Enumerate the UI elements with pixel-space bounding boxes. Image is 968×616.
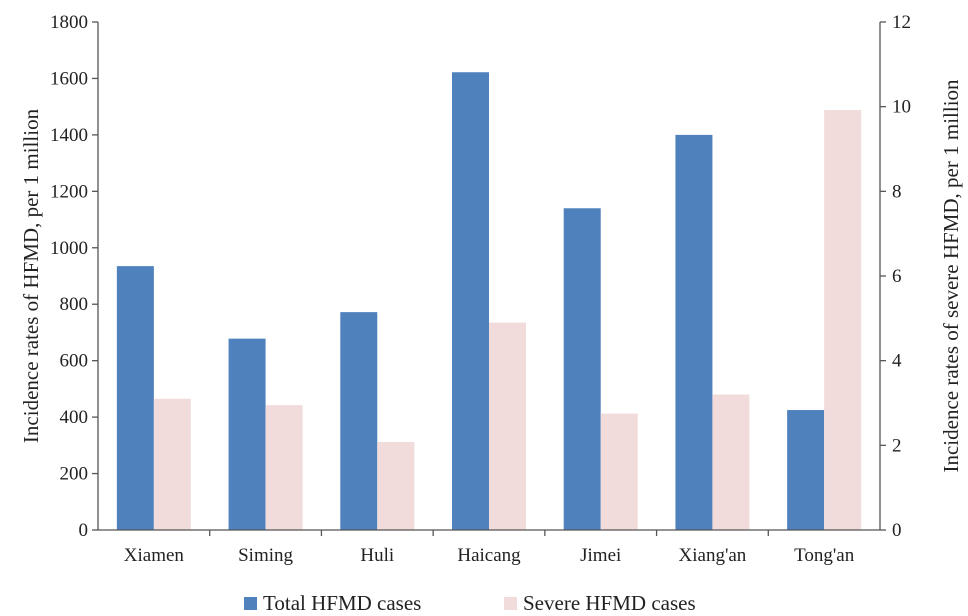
right-tick-label: 10 [892,97,911,118]
left-tick-label: 1600 [50,68,88,89]
bars [116,72,862,530]
right-tick-label: 6 [892,266,902,287]
right-tick-label: 8 [892,181,902,202]
category-labels: Xiamen Siming Huli Haicang Jimei Xiang'an Tong… [124,530,855,566]
bar-severe-hfmd [824,110,862,530]
legend-swatch-severe [504,597,517,610]
category-label: Siming [238,545,293,566]
category-label: Xiang'an [679,545,747,566]
right-tick-label: 0 [892,520,902,541]
category-label: Tong'an [794,545,855,566]
left-tick-label: 0 [79,520,89,541]
bar-total-hfmd [228,338,266,530]
bar-total-hfmd [563,208,601,530]
category-label: Haicang [457,545,521,566]
legend: Total HFMD cases Severe HFMD cases [244,591,696,615]
right-tick-label: 12 [892,12,911,33]
left-tick-label: 200 [60,464,89,485]
left-axis-ticks: 0 200 400 600 800 1000 1200 1400 1600 1800 [50,12,98,541]
bar-total-hfmd [340,312,378,530]
right-tick-label: 4 [892,351,902,372]
left-tick-label: 1400 [50,125,88,146]
bar-severe-hfmd [377,441,415,530]
left-tick-label: 600 [60,351,89,372]
left-axis-title: Incidence rates of HFMD, per 1 million [19,108,43,443]
legend-label-severe: Severe HFMD cases [523,591,696,615]
left-tick-label: 1000 [50,238,88,259]
right-axis-title: Incidence rates of severe HFMD, per 1 mi… [939,79,963,473]
category-label: Jimei [580,545,621,566]
left-tick-label: 1200 [50,181,88,202]
bar-severe-hfmd [600,413,638,530]
right-axis-ticks: 0 2 4 6 8 10 12 [880,12,911,541]
category-label: Huli [360,545,394,566]
bar-severe-hfmd [153,398,191,530]
left-tick-label: 400 [60,407,89,428]
bar-total-hfmd [116,266,154,530]
bar-total-hfmd [452,72,489,530]
left-tick-label: 1800 [50,12,88,33]
bar-severe-hfmd [265,405,303,530]
left-tick-label: 800 [60,294,89,315]
category-label: Xiamen [124,545,185,566]
legend-label-total: Total HFMD cases [263,591,421,615]
bar-severe-hfmd [489,322,526,530]
bar-severe-hfmd [712,394,750,530]
bar-total-hfmd [787,410,825,530]
right-tick-label: 2 [892,435,902,456]
bar-total-hfmd [675,134,713,530]
legend-swatch-total [244,597,257,610]
